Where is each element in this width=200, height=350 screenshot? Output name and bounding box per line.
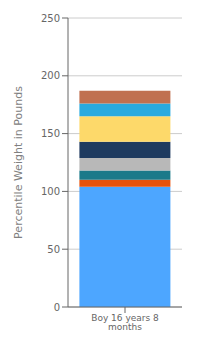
svg-text:Percentile Weight in Pounds: Percentile Weight in Pounds bbox=[12, 86, 25, 239]
svg-text:Boy 16 years 8months: Boy 16 years 8months bbox=[91, 313, 159, 332]
svg-text:150: 150 bbox=[41, 128, 60, 139]
svg-text:0: 0 bbox=[54, 302, 60, 313]
svg-text:50: 50 bbox=[47, 244, 60, 255]
svg-text:250: 250 bbox=[41, 13, 60, 24]
svg-text:100: 100 bbox=[41, 186, 60, 197]
svg-text:200: 200 bbox=[41, 70, 60, 81]
